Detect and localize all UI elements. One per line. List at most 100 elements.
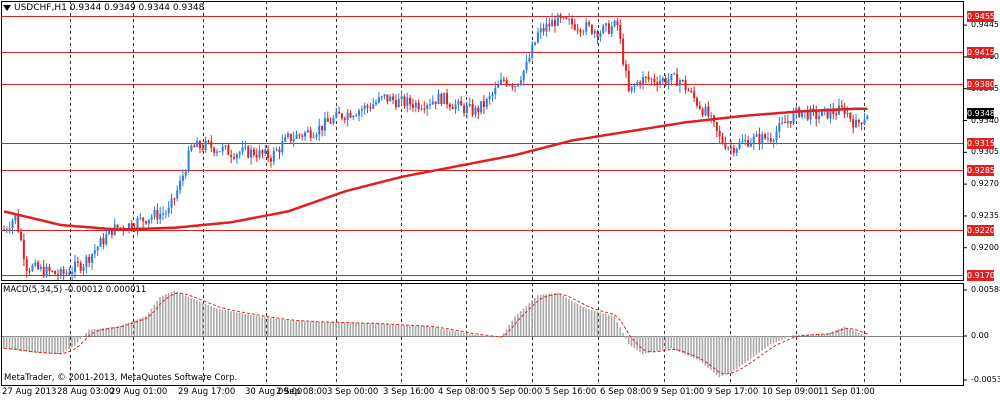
candle: [400, 90, 403, 106]
candle-body: [426, 104, 429, 109]
candle: [857, 118, 860, 127]
candle-body: [68, 272, 71, 274]
candle: [605, 22, 608, 32]
candle-body: [642, 76, 644, 85]
candle: [724, 136, 727, 150]
macd-bar: [619, 327, 621, 336]
candle-body: [437, 93, 440, 105]
candle: [397, 93, 400, 108]
candle-body: [250, 149, 253, 158]
candle-body: [860, 122, 863, 125]
candle-body: [85, 256, 88, 267]
horizontal-level-lines[interactable]: [1, 16, 963, 276]
macd-bar: [269, 318, 272, 336]
candle: [596, 29, 599, 44]
candle-body: [332, 117, 335, 124]
candle-body: [457, 101, 460, 105]
macd-panel-border: [1, 283, 964, 386]
candle: [340, 112, 343, 121]
candle: [644, 75, 647, 84]
candle-body: [99, 238, 102, 247]
candle-body: [744, 140, 747, 142]
macd-bar: [349, 322, 352, 336]
candle-body: [167, 207, 170, 214]
candle-body: [264, 149, 267, 154]
macd-bar: [338, 322, 340, 336]
macd-bar: [781, 336, 783, 340]
candle: [633, 82, 636, 93]
candle: [167, 201, 170, 218]
candle-body: [517, 83, 520, 87]
macd-bar: [241, 313, 244, 336]
macd-bar: [642, 336, 644, 355]
candle-body: [3, 229, 5, 231]
macd-bar: [8, 336, 11, 350]
candle: [37, 260, 40, 271]
candle: [443, 92, 446, 105]
price-tick-label: 0.9340: [971, 115, 999, 125]
macd-bar: [309, 321, 312, 336]
candle-body: [102, 238, 105, 245]
macd-bar: [306, 321, 309, 336]
candle: [573, 18, 576, 31]
macd-bar: [394, 324, 397, 336]
candle: [735, 147, 738, 157]
macd-bar: [39, 336, 42, 353]
copyright-text: MetaTrader, © 2001-2013, MetaQuotes Soft…: [4, 373, 238, 383]
candle: [454, 99, 457, 115]
candle-body: [446, 92, 449, 105]
macd-bar: [579, 305, 582, 336]
time-tick-label: 2 Sep 08:00: [276, 387, 328, 397]
candle-body: [585, 22, 588, 32]
candle: [318, 118, 321, 142]
candle-body: [221, 146, 224, 152]
macd-bar: [565, 297, 567, 336]
candle: [667, 73, 670, 90]
candle-body: [755, 134, 758, 137]
candle: [309, 126, 312, 142]
macd-bar: [102, 328, 104, 336]
macd-bar: [221, 309, 224, 336]
macd-bar: [840, 327, 843, 336]
candle: [375, 99, 378, 106]
dropdown-triangle-icon[interactable]: [3, 5, 11, 11]
macd-name: MACD(5,34,5): [3, 285, 63, 295]
candle-body: [434, 101, 437, 105]
candle: [113, 218, 116, 236]
candle: [502, 76, 505, 83]
candlestick-series[interactable]: [3, 12, 869, 281]
candle-body: [630, 86, 633, 91]
candle: [718, 125, 721, 144]
candle-body: [403, 96, 406, 107]
candle: [860, 122, 863, 131]
macd-bar: [238, 312, 241, 336]
candle: [227, 142, 230, 156]
macd-bar: [119, 325, 122, 336]
macd-bar: [536, 295, 539, 336]
macd-bar: [167, 293, 170, 336]
macd-bar: [366, 323, 369, 336]
candle: [650, 77, 653, 86]
macd-bar: [164, 294, 167, 336]
macd-bar: [71, 336, 73, 348]
candle: [673, 72, 676, 76]
macd-bar: [545, 294, 548, 336]
candle: [79, 260, 82, 274]
candle-body: [258, 150, 261, 158]
candle-body: [710, 115, 713, 117]
time-tick-label: 9 Sep 01:00: [653, 387, 705, 397]
macd-bar: [656, 336, 658, 352]
macd-tick-label: 0.00588: [971, 285, 1000, 294]
macd-bar: [125, 323, 127, 336]
macd-bar: [465, 333, 468, 336]
macd-bar: [863, 335, 866, 336]
macd-indicator-label: MACD(5,34,5) -0.00012 0.000011: [3, 285, 146, 295]
macd-bar: [684, 336, 687, 355]
macd-bar: [667, 336, 670, 349]
candle: [559, 12, 562, 23]
macd-tick-label: -0.00534: [971, 375, 1000, 384]
macd-bar: [715, 336, 718, 375]
candle: [204, 136, 207, 153]
candle: [355, 113, 358, 117]
